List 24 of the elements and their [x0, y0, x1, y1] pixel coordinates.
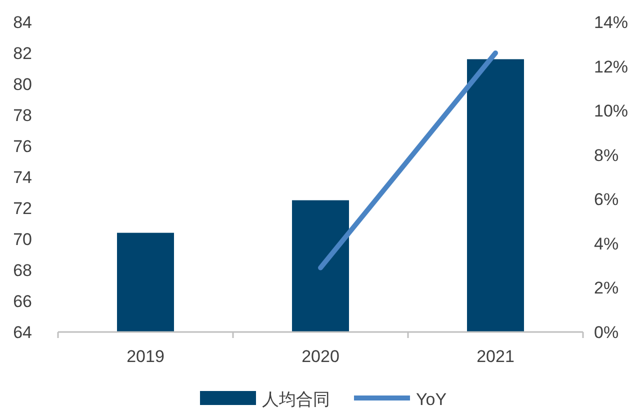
legend-label: YoY — [416, 390, 447, 409]
y-tick-label: 82 — [13, 44, 32, 63]
y-tick-label: 72 — [13, 199, 32, 218]
y2-tick-label: 6% — [594, 190, 619, 210]
legend-label: 人均合同 — [262, 390, 330, 409]
y-tick-label: 64 — [13, 323, 32, 342]
y-tick-label: 68 — [13, 261, 32, 280]
y2-tick-label: 0% — [594, 323, 619, 342]
y2-tick-label: 2% — [594, 278, 619, 298]
x-tick-label: 2021 — [476, 347, 514, 366]
y-tick-label: 74 — [13, 168, 32, 187]
y-tick-label: 76 — [13, 137, 32, 156]
y2-tick-label: 4% — [594, 234, 619, 254]
y-tick-label: 66 — [13, 292, 32, 311]
y2-tick-label: 12% — [594, 57, 628, 76]
x-tick-label: 2020 — [302, 347, 340, 366]
y2-tick-label: 14% — [594, 13, 628, 32]
y2-tick-label: 8% — [594, 146, 619, 165]
y-tick-label: 84 — [13, 13, 32, 32]
y-tick-label: 78 — [13, 106, 32, 125]
y-tick-label: 70 — [13, 230, 32, 249]
x-tick-label: 2019 — [126, 347, 164, 366]
y2-tick-label: 10% — [594, 102, 628, 121]
y-tick-label: 80 — [13, 75, 32, 94]
